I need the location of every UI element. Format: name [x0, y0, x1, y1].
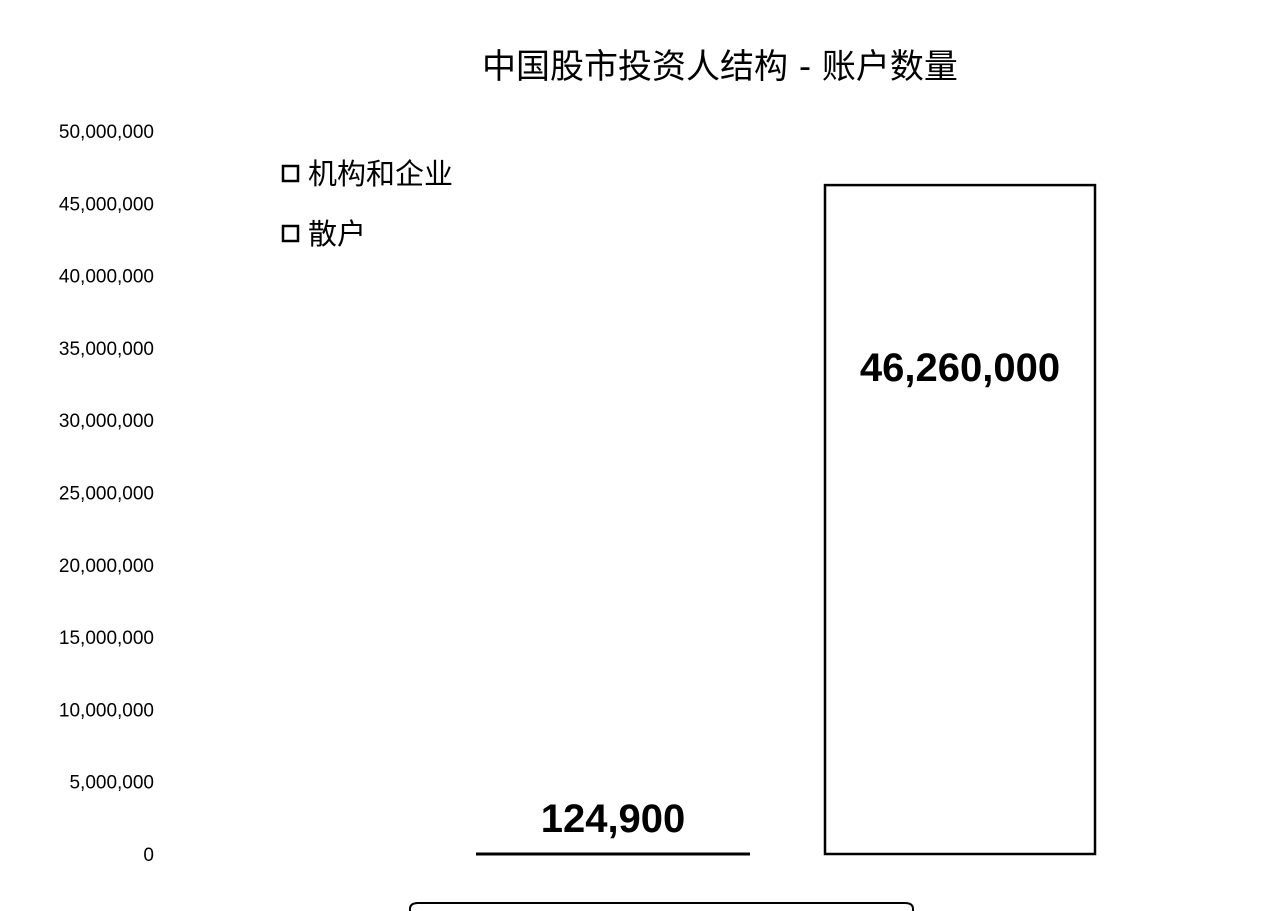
bars: 124,900 46,260,000	[476, 183, 1097, 856]
y-tick-label: 40,000,000	[59, 267, 154, 288]
y-tick-label: 35,000,000	[59, 339, 154, 360]
bar	[823, 183, 1097, 856]
bar-value-label: 124,900	[541, 797, 686, 841]
y-tick-label: 20,000,000	[59, 556, 154, 577]
legend-label: 机构和企业	[308, 157, 453, 191]
chart-title: 中国股市投资人结构 - 账户数量	[482, 47, 958, 87]
y-tick-label: 5,000,000	[69, 773, 154, 794]
y-tick-label: 50,000,000	[59, 122, 154, 143]
category-axis-box	[409, 902, 914, 911]
legend-swatch	[281, 224, 300, 243]
y-tick-label: 30,000,000	[59, 411, 154, 432]
y-tick-label: 25,000,000	[59, 484, 154, 505]
y-axis: 0 5,000,000 10,000,000 15,000,000 20,000,000…	[59, 122, 154, 866]
y-tick-label: 15,000,000	[59, 628, 154, 649]
y-tick-label: 0	[143, 845, 154, 866]
bar-value-label: 46,260,000	[860, 346, 1060, 390]
y-tick-label: 10,000,000	[59, 700, 154, 721]
legend-label: 散户	[308, 217, 366, 251]
legend-swatch	[281, 164, 300, 183]
y-tick-label: 45,000,000	[59, 194, 154, 215]
